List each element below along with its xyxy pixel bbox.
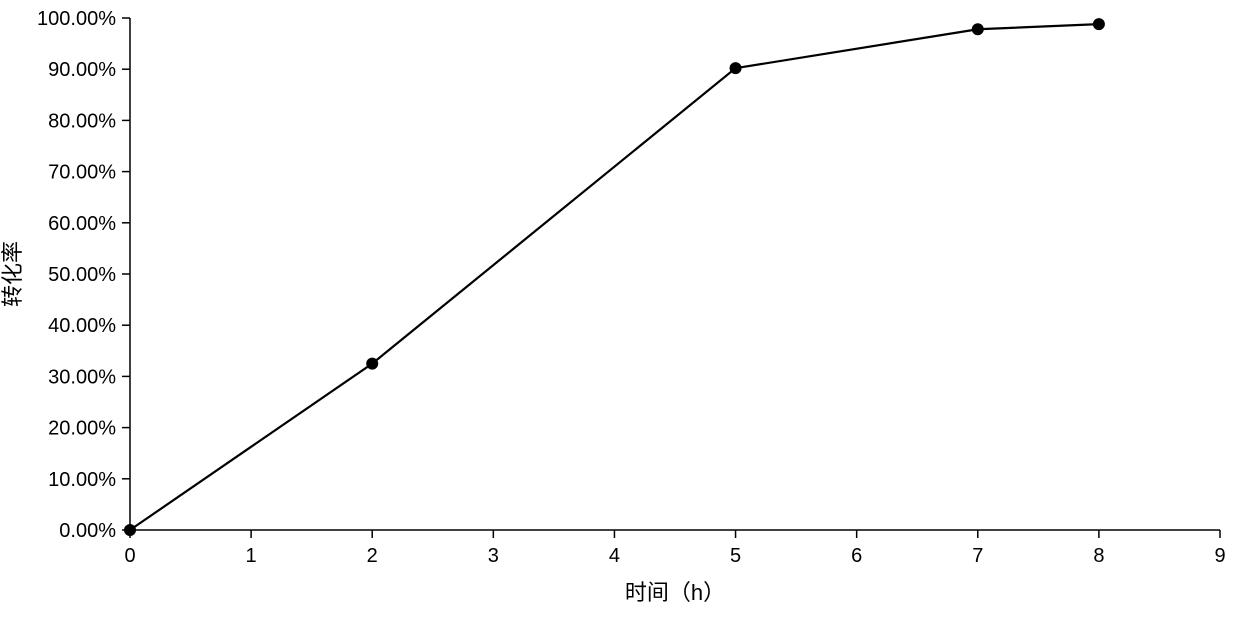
- y-tick-label: 0.00%: [59, 520, 116, 542]
- x-tick-label: 3: [488, 545, 499, 567]
- conversion-rate-line-chart: 01234567890.00%10.00%20.00%30.00%40.00%5…: [0, 0, 1240, 620]
- y-tick-label: 60.00%: [48, 213, 116, 235]
- data-marker: [1093, 19, 1104, 30]
- x-tick-label: 9: [1214, 545, 1225, 567]
- y-tick-label: 100.00%: [37, 8, 116, 30]
- x-tick-label: 4: [609, 545, 620, 567]
- y-tick-label: 40.00%: [48, 315, 116, 337]
- x-axis-label: 时间（h）: [625, 580, 725, 605]
- x-tick-label: 6: [851, 545, 862, 567]
- data-marker: [367, 358, 378, 369]
- x-tick-label: 5: [730, 545, 741, 567]
- y-tick-label: 10.00%: [48, 469, 116, 491]
- x-tick-label: 1: [246, 545, 257, 567]
- y-axis-label: 转化率: [0, 241, 25, 307]
- y-tick-label: 70.00%: [48, 162, 116, 184]
- x-tick-label: 0: [124, 545, 135, 567]
- x-tick-label: 2: [367, 545, 378, 567]
- y-tick-label: 30.00%: [48, 366, 116, 388]
- y-tick-label: 90.00%: [48, 59, 116, 81]
- data-marker: [125, 525, 136, 536]
- data-marker: [730, 63, 741, 74]
- y-tick-label: 80.00%: [48, 110, 116, 132]
- x-tick-label: 7: [972, 545, 983, 567]
- chart-background: [0, 0, 1240, 620]
- data-marker: [972, 24, 983, 35]
- y-tick-label: 20.00%: [48, 418, 116, 440]
- chart-container: 01234567890.00%10.00%20.00%30.00%40.00%5…: [0, 0, 1240, 620]
- x-tick-label: 8: [1093, 545, 1104, 567]
- y-tick-label: 50.00%: [48, 264, 116, 286]
